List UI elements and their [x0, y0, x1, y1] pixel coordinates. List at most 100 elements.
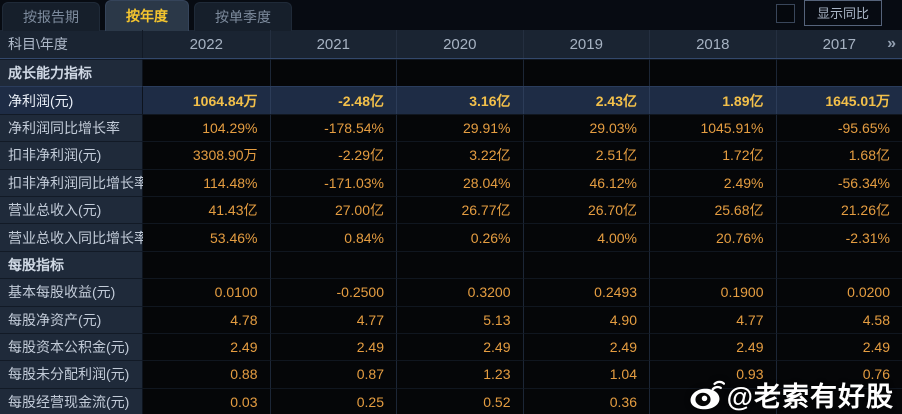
table-row[interactable]: 每股指标 — [0, 250, 902, 279]
cell-2022: 0.0100 — [143, 278, 270, 306]
table-row[interactable]: 营业总收入同比增长率 53.46% 0.84% 0.26% 4.00% 20.7… — [0, 223, 902, 251]
cell-2018: 20.76% — [649, 223, 776, 251]
cell-2020: 3.16亿 — [396, 86, 523, 114]
row-label: 每股指标 — [0, 250, 143, 279]
cell-2021 — [269, 250, 396, 279]
table-row[interactable]: 成长能力指标 — [0, 59, 902, 87]
table-row[interactable]: 每股净资产(元) 4.78 4.77 5.13 4.90 4.77 4.58 — [0, 305, 902, 333]
show-yoy-checkbox[interactable] — [775, 3, 795, 23]
cell-2020: 0.26% — [396, 223, 523, 251]
cell-2018 — [649, 59, 776, 87]
cell-2017: -95.65% — [775, 113, 902, 142]
cell-2021: -171.03% — [269, 168, 396, 196]
cell-2018: 1045.91% — [649, 113, 776, 142]
cell-2019: 4.90 — [522, 305, 649, 333]
year-header-2017[interactable]: 2017 » — [775, 30, 902, 58]
table-row[interactable]: 净利润同比增长率 104.29% -178.54% 29.91% 29.03% … — [0, 113, 902, 142]
cell-2017: 0.76 — [775, 360, 902, 388]
cell-2021 — [269, 59, 396, 87]
table-row[interactable]: 基本每股收益(元) 0.0100 -0.2500 0.3200 0.2493 0… — [0, 278, 902, 306]
cell-2022: 2.49 — [143, 332, 270, 361]
cell-2021: -2.29亿 — [269, 141, 396, 169]
cell-2020: 26.77亿 — [396, 195, 523, 224]
cell-2020: 28.04% — [396, 168, 523, 196]
row-label: 成长能力指标 — [0, 59, 143, 87]
cell-2020: 0.52 — [396, 387, 523, 414]
cell-2022: 1064.84万 — [143, 86, 270, 114]
cell-2017 — [775, 59, 902, 87]
cell-2020: 1.23 — [396, 360, 523, 388]
row-label: 每股资本公积金(元) — [0, 332, 143, 361]
cell-2017: 2.49 — [775, 332, 902, 361]
tabbar-controls: 显示同比 — [775, 0, 902, 26]
cell-2019: 26.70亿 — [522, 195, 649, 224]
cell-2017: -56.34% — [775, 168, 902, 196]
cell-2018 — [649, 250, 776, 279]
table-row[interactable]: 扣非净利润同比增长率 114.48% -171.03% 28.04% 46.12… — [0, 168, 902, 196]
cell-2022: 4.78 — [143, 305, 270, 333]
table-row[interactable]: 净利润(元) 1064.84万 -2.48亿 3.16亿 2.43亿 1.89亿… — [0, 86, 902, 114]
cell-2018 — [649, 387, 776, 414]
row-label: 净利润(元) — [0, 86, 143, 114]
cell-2019: 0.36 — [522, 387, 649, 414]
cell-2017 — [775, 387, 902, 414]
cell-2022: 114.48% — [143, 168, 270, 196]
row-label: 营业总收入同比增长率 — [0, 223, 148, 251]
cell-2017 — [775, 250, 902, 279]
cell-2019: 2.49 — [522, 332, 649, 361]
cell-2022: 3308.90万 — [143, 141, 270, 169]
table-body: 成长能力指标 净利润(元) 1064.84万 -2.48亿 3.16亿 2.43… — [0, 59, 902, 414]
cell-2019: 4.00% — [522, 223, 649, 251]
table-header-row: 科目\年度 2022 2021 2020 2019 2018 2017 » — [0, 30, 902, 59]
row-label: 每股未分配利润(元) — [0, 360, 143, 388]
cell-2019: 2.43亿 — [522, 86, 649, 114]
cell-2021: 4.77 — [269, 305, 396, 333]
cell-2022: 104.29% — [143, 113, 270, 142]
row-label: 净利润同比增长率 — [0, 113, 143, 142]
table-row[interactable]: 营业总收入(元) 41.43亿 27.00亿 26.77亿 26.70亿 25.… — [0, 195, 902, 224]
cell-2021: -0.2500 — [269, 278, 396, 306]
cell-2020: 29.91% — [396, 113, 523, 142]
more-years-chevron-icon[interactable]: » — [887, 35, 896, 52]
row-label: 基本每股收益(元) — [0, 278, 143, 306]
cell-2018: 25.68亿 — [649, 195, 776, 224]
cell-2017: 21.26亿 — [775, 195, 902, 224]
show-yoy-button[interactable]: 显示同比 — [803, 0, 882, 26]
cell-2018: 0.1900 — [649, 278, 776, 306]
cell-2022 — [143, 59, 270, 87]
year-header-2022[interactable]: 2022 — [189, 35, 223, 53]
cell-2019: 2.51亿 — [522, 141, 649, 169]
cell-2018: 1.72亿 — [649, 141, 776, 169]
cell-2018: 2.49 — [649, 332, 776, 361]
cell-2019 — [522, 250, 649, 279]
cell-2022: 41.43亿 — [143, 195, 270, 224]
cell-2019: 0.2493 — [522, 278, 649, 306]
cell-2017: 4.58 — [775, 305, 902, 333]
tab-single-quarter[interactable]: 按单季度 — [194, 2, 292, 31]
cell-2021: 0.84% — [269, 223, 396, 251]
cell-2017: 1645.01万 — [775, 86, 902, 114]
cell-2021: 2.49 — [269, 332, 396, 361]
year-header-2021[interactable]: 2021 — [269, 30, 397, 58]
cell-2022: 0.03 — [143, 387, 270, 414]
cell-2020: 3.22亿 — [396, 141, 523, 169]
table-row[interactable]: 每股资本公积金(元) 2.49 2.49 2.49 2.49 2.49 2.49 — [0, 332, 902, 361]
cell-2020 — [396, 250, 523, 279]
year-header-2018[interactable]: 2018 — [649, 30, 776, 58]
year-header-2019[interactable]: 2019 — [522, 30, 650, 58]
year-header-2020[interactable]: 2020 — [396, 30, 523, 58]
cell-2018: 4.77 — [649, 305, 776, 333]
cell-2021: 27.00亿 — [269, 195, 396, 224]
cell-2020: 5.13 — [396, 305, 523, 333]
tab-annual[interactable]: 按年度 — [105, 0, 189, 31]
table-row[interactable]: 每股未分配利润(元) 0.88 0.87 1.23 1.04 0.93 0.76 — [0, 360, 902, 388]
cell-2019 — [522, 59, 649, 87]
cell-2017: 1.68亿 — [775, 141, 902, 169]
cell-2021: 0.87 — [269, 360, 396, 388]
tab-report-period[interactable]: 按报告期 — [2, 2, 100, 31]
cell-2019: 46.12% — [522, 168, 649, 196]
table-row[interactable]: 扣非净利润(元) 3308.90万 -2.29亿 3.22亿 2.51亿 1.7… — [0, 141, 902, 169]
cell-2020 — [396, 59, 523, 87]
table-row[interactable]: 每股经营现金流(元) 0.03 0.25 0.52 0.36 — [0, 387, 902, 414]
